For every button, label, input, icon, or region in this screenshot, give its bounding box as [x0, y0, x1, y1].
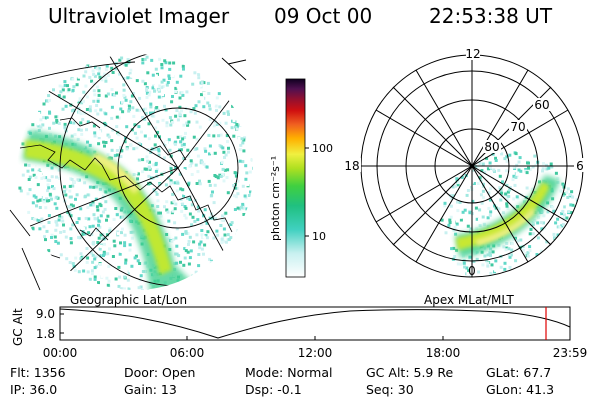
mlt-label-0: 0 — [468, 264, 476, 278]
polar-oval-peak — [475, 208, 536, 246]
mlt-label-12: 12 — [465, 47, 480, 61]
geo-latitude: GLat: 67.7 — [486, 365, 552, 380]
altitude-xtick-2359: 23:59 — [553, 346, 588, 360]
mode-status: Mode: Normal — [245, 365, 333, 380]
colorbar-tick-10: 10 — [312, 230, 326, 243]
lat-label-60: 60 — [534, 98, 549, 112]
ip-value: IP: 36.0 — [10, 382, 58, 397]
gain-value: Gain: 13 — [124, 382, 177, 397]
altitude-ytick-9: 9.0 — [36, 307, 55, 321]
dsp-value: Dsp: -0.1 — [245, 382, 302, 397]
sequence-number: Seq: 30 — [366, 382, 414, 397]
lat-label-80: 80 — [484, 140, 499, 154]
altitude-curve — [59, 308, 571, 339]
polar-grid — [360, 54, 584, 278]
graticule-outer — [9, 57, 247, 291]
altitude-xtick-0600: 06:00 — [170, 346, 205, 360]
gc-altitude: GC Alt: 5.9 Re — [366, 365, 454, 380]
colorbar-label: photon cm⁻²s⁻¹ — [269, 156, 282, 241]
observation-date: 09 Oct 00 — [274, 4, 373, 28]
altitude-ylabel: GC Alt — [11, 308, 25, 346]
geographic-image — [17, 54, 253, 290]
auroral-arc-core — [25, 140, 172, 275]
geo-longitude: GLon: 41.3 — [486, 382, 555, 397]
mlt-label-6: 6 — [576, 159, 584, 173]
altitude-xtick-1200: 12:00 — [298, 346, 333, 360]
altitude-plot-frame — [59, 306, 571, 341]
altitude-xtick-1800: 18:00 — [426, 346, 461, 360]
colorbar — [285, 78, 306, 278]
door-status: Door: Open — [124, 365, 196, 380]
color-scale: 100 10 photon cm⁻²s⁻¹ — [269, 78, 333, 278]
right-map-caption: Apex MLat/MLT — [424, 293, 514, 307]
flight-number: Flt: 1356 — [10, 365, 66, 380]
altitude-plot: 9.0 1.8 GC Alt 00:00 06:00 12:00 18:00 2… — [11, 306, 588, 360]
colorbar-tick-100: 100 — [312, 142, 333, 155]
mlt-label-18: 18 — [344, 159, 359, 173]
altitude-xtick-0000: 00:00 — [43, 346, 78, 360]
coastline — [19, 117, 233, 259]
auroral-arc-peak — [92, 152, 140, 194]
lat-label-70: 70 — [510, 120, 525, 134]
instrument-title: Ultraviolet Imager — [48, 4, 230, 28]
observation-time: 22:53:38 UT — [429, 4, 553, 28]
left-map-caption: Geographic Lat/Lon — [70, 293, 188, 307]
polar-image: 12 18 6 0 60 70 80 — [343, 46, 584, 278]
altitude-ytick-1.8: 1.8 — [36, 327, 55, 341]
polar-oval-core — [456, 182, 550, 250]
